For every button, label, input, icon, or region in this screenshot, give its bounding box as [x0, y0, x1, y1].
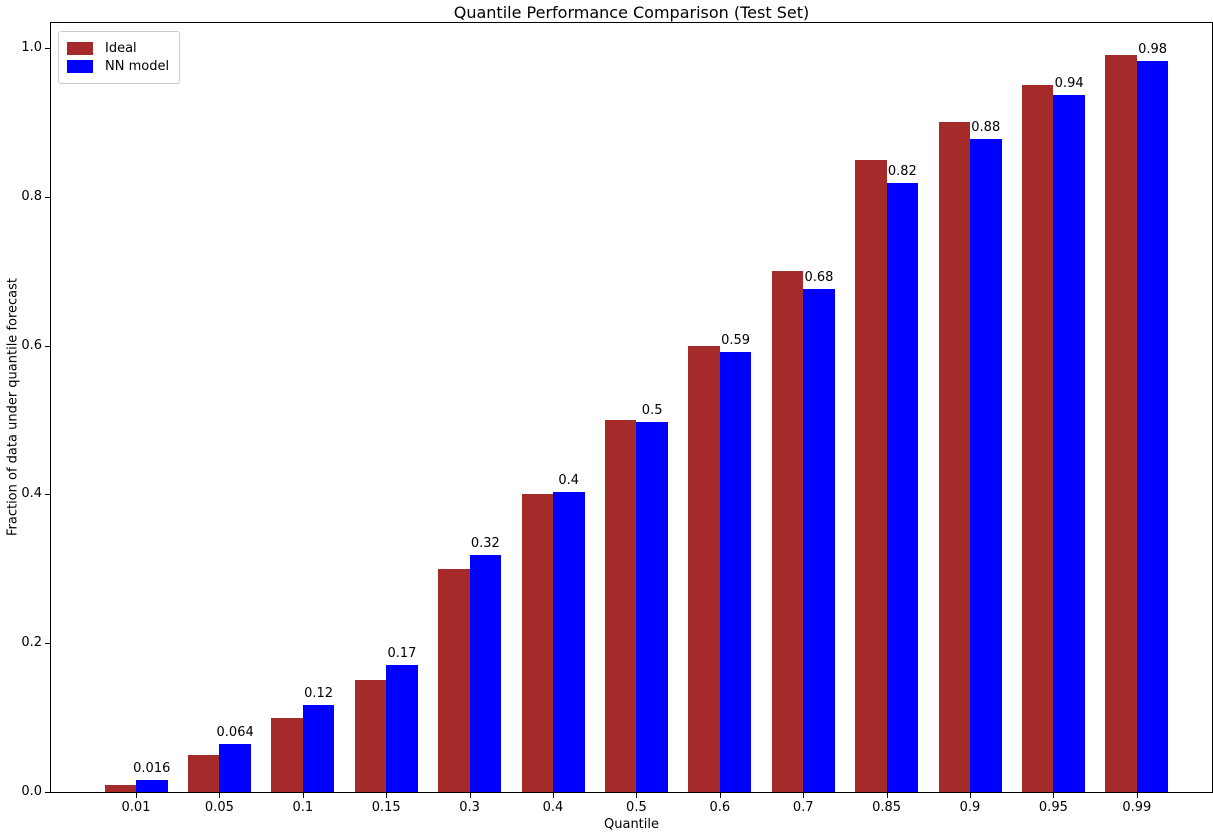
bar-value-label: 0.82: [887, 164, 917, 180]
x-tick-label: 0.5: [626, 800, 647, 815]
chart-title: Quantile Performance Comparison (Test Se…: [453, 3, 810, 22]
bar-nn-model-q0.5: [636, 422, 668, 792]
axis-spine-bottom: [50, 792, 1213, 793]
bar-nn-model-q0.1: [302, 704, 335, 792]
legend-label-nn-model: NN model: [105, 59, 170, 74]
bar-nn-model-q0.99: [1136, 60, 1169, 792]
bar-value-label: 0.5: [641, 403, 663, 419]
legend-swatch-nn-model-icon: [67, 60, 93, 73]
x-tick-label: 0.3: [459, 800, 480, 815]
x-tick-mark: [386, 793, 388, 798]
bar-nn-model-q0.01: [136, 780, 168, 792]
x-tick-label: 0.7: [792, 800, 814, 815]
bar-nn-model-q0.7: [803, 289, 835, 792]
bar-value-label: 0.17: [387, 645, 417, 661]
bar-value-label: 0.016: [133, 761, 171, 777]
x-tick-label: 0.85: [872, 800, 902, 815]
bar-value-label: 0.98: [1138, 41, 1168, 57]
x-tick-label: 0.9: [959, 800, 981, 815]
x-tick-mark: [553, 793, 554, 798]
y-tick-mark: [45, 643, 50, 645]
bar-value-label: 0.88: [971, 119, 1001, 135]
y-tick-mark: [45, 494, 50, 496]
bar-nn-model-q0.4: [553, 492, 585, 792]
x-tick-mark: [719, 793, 721, 798]
x-tick-mark: [302, 793, 304, 798]
bar-ideal-q0.6: [688, 345, 720, 792]
bar-value-label: 0.59: [721, 332, 751, 348]
x-tick-label: 0.4: [542, 800, 564, 815]
y-tick-mark: [45, 48, 50, 49]
x-tick-mark: [136, 793, 137, 798]
bar-nn-model-q0.95: [1053, 94, 1085, 792]
bar-ideal-q0.15: [354, 680, 387, 792]
bar-nn-model-q0.15: [386, 664, 418, 792]
y-tick-label: 0.8: [21, 188, 42, 204]
x-tick-label: 0.6: [709, 800, 731, 815]
bar-value-label: 0.68: [804, 270, 834, 286]
bar-ideal-q0.01: [104, 784, 136, 792]
x-tick-label: 0.01: [121, 800, 151, 815]
x-tick-label: 0.99: [1122, 800, 1152, 815]
bar-ideal-q0.4: [521, 494, 553, 792]
x-tick-mark: [636, 793, 638, 798]
bar-ideal-q0.7: [771, 271, 804, 792]
x-tick-mark: [469, 793, 471, 798]
legend-entry-nn-model: NN model: [67, 59, 169, 74]
legend-swatch-ideal-icon: [67, 42, 93, 55]
bar-value-label: 0.94: [1054, 75, 1084, 91]
y-tick-mark: [45, 345, 50, 347]
y-tick-label: 1.0: [21, 40, 42, 55]
x-tick-mark: [970, 793, 971, 798]
x-tick-mark: [886, 793, 888, 798]
bar-value-label: 0.4: [558, 473, 580, 489]
bar-nn-model-q0.9: [970, 138, 1002, 792]
x-tick-label: 0.15: [371, 800, 401, 815]
bar-nn-model-q0.6: [719, 351, 752, 792]
bar-value-label: 0.32: [470, 535, 500, 551]
bar-ideal-q0.3: [438, 568, 470, 792]
bar-ideal-q0.5: [604, 420, 637, 792]
x-tick-mark: [219, 793, 221, 798]
x-tick-label: 0.1: [292, 800, 314, 815]
x-tick-mark: [1053, 793, 1055, 798]
bar-ideal-q0.1: [271, 717, 303, 792]
bar-nn-model-q0.3: [469, 554, 502, 792]
bar-ideal-q0.95: [1021, 85, 1054, 792]
x-tick-mark: [1136, 793, 1138, 798]
y-tick-label: 0.2: [21, 635, 42, 651]
y-tick-label: 0.0: [21, 784, 42, 799]
axis-spine-left: [50, 22, 51, 793]
y-tick-mark: [45, 792, 50, 793]
bar-value-label: 0.064: [216, 725, 254, 741]
axis-spine-top: [50, 22, 1213, 23]
bar-ideal-q0.05: [187, 754, 220, 792]
x-tick-label: 0.05: [204, 800, 234, 815]
plot-area: Ideal NN model 0.016 0.064 0.12 0.17 0.32 0.4…: [50, 22, 1213, 792]
bar-ideal-q0.85: [855, 159, 887, 792]
bar-value-label: 0.12: [304, 685, 334, 701]
bar-nn-model-q0.05: [219, 744, 251, 792]
bar-ideal-q0.9: [938, 122, 970, 792]
bar-nn-model-q0.85: [886, 183, 919, 792]
legend-label-ideal: Ideal: [105, 41, 137, 56]
y-tick-label: 0.6: [21, 337, 42, 353]
legend-entry-ideal: Ideal: [67, 41, 169, 56]
x-tick-mark: [803, 793, 805, 798]
x-axis-label: Quantile: [604, 817, 659, 832]
y-tick-mark: [45, 196, 50, 198]
bar-ideal-q0.99: [1105, 55, 1137, 792]
legend: Ideal NN model: [58, 31, 181, 84]
y-tick-label: 0.4: [21, 486, 42, 502]
x-tick-label: 0.95: [1038, 800, 1068, 815]
